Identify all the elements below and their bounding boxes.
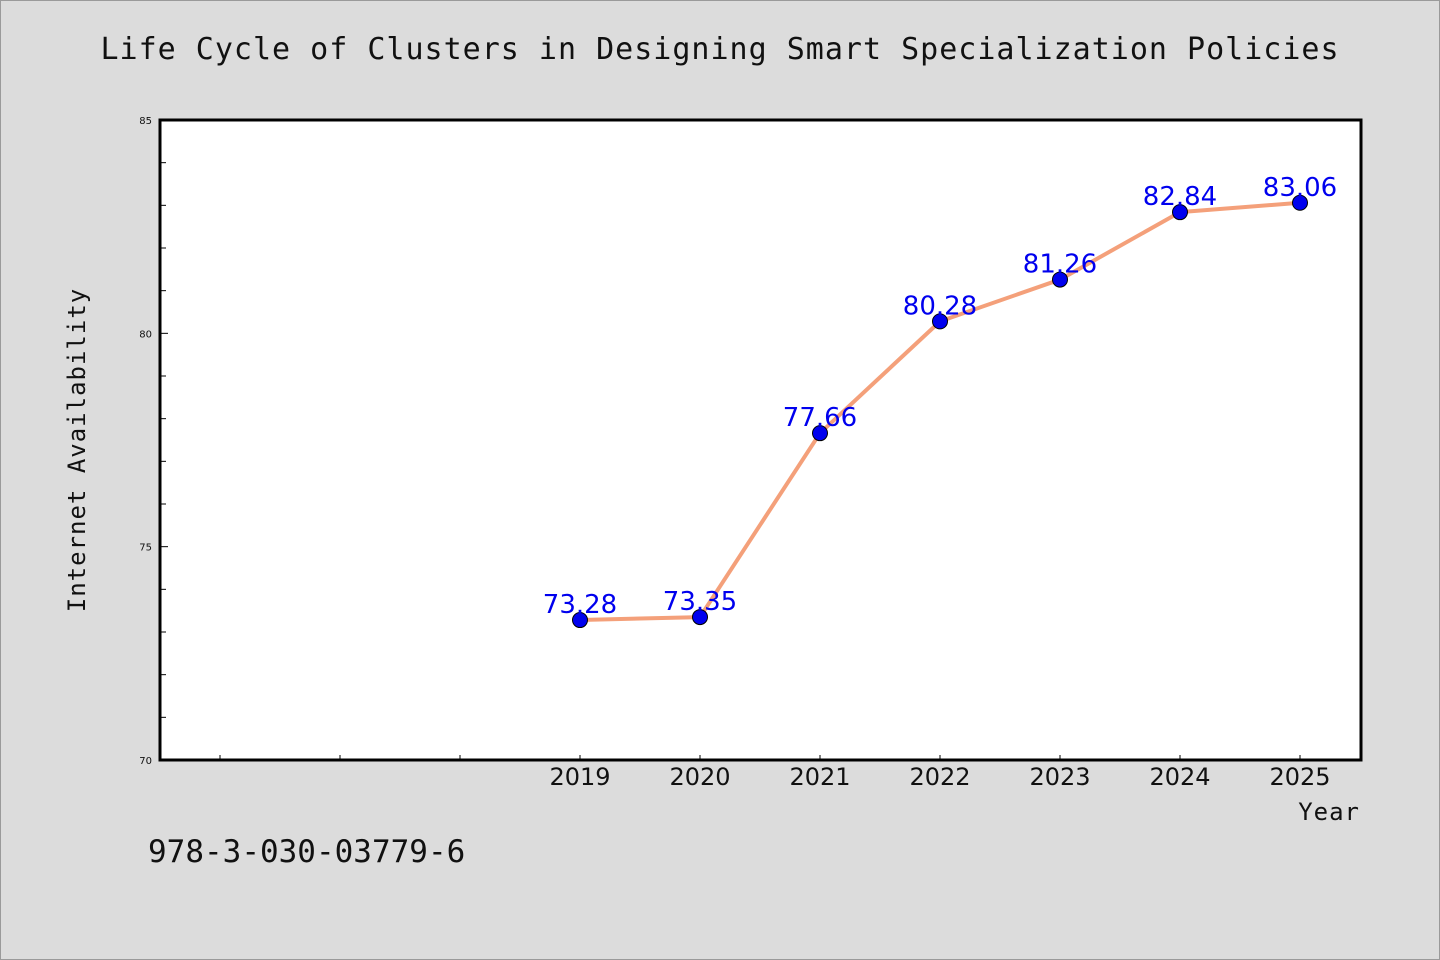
x-tick-label: 2025: [1269, 763, 1330, 791]
x-axis: 2019 2020 2021 2022 2023 2024 2025: [219, 755, 1331, 791]
isbn-text: 978-3-030-03779-6: [148, 834, 466, 870]
data-point: [572, 612, 588, 629]
data-label: 83.06: [1263, 173, 1337, 203]
data-label: 80.28: [903, 291, 977, 321]
x-tick-label: 2022: [909, 763, 970, 791]
x-tick-label: 2023: [1029, 763, 1090, 791]
series-group: 73.28 73.35 77.66 80.28 81.26 82.84 83.06: [543, 173, 1337, 629]
y-tick-label: 75: [139, 543, 152, 554]
data-label: 73.35: [663, 587, 737, 617]
data-label: 77.66: [783, 403, 857, 433]
y-tick-label: 80: [139, 329, 152, 340]
data-label: 82.84: [1143, 182, 1217, 212]
data-point: [932, 313, 948, 330]
y-tick-label: 70: [139, 756, 152, 767]
y-axis-label: Internet Availability: [63, 288, 91, 612]
data-point: [1292, 194, 1308, 211]
plot-area: [158, 118, 1363, 762]
x-tick-label: 2024: [1149, 763, 1210, 791]
x-axis-label: Year: [1298, 798, 1360, 826]
x-tick-label: 2021: [789, 763, 850, 791]
data-label: 81.26: [1023, 250, 1097, 280]
data-point: [1172, 204, 1188, 221]
data-point: [692, 609, 708, 626]
data-label: 73.28: [543, 590, 617, 620]
chart-title: Life Cycle of Clusters in Designing Smar…: [100, 32, 1340, 67]
data-point: [1052, 271, 1068, 288]
x-tick-label: 2020: [669, 763, 730, 791]
y-tick-label: 85: [139, 116, 152, 127]
data-point: [812, 425, 828, 442]
y-axis: 70 75 80 85: [139, 116, 168, 767]
x-tick-label: 2019: [549, 763, 610, 791]
